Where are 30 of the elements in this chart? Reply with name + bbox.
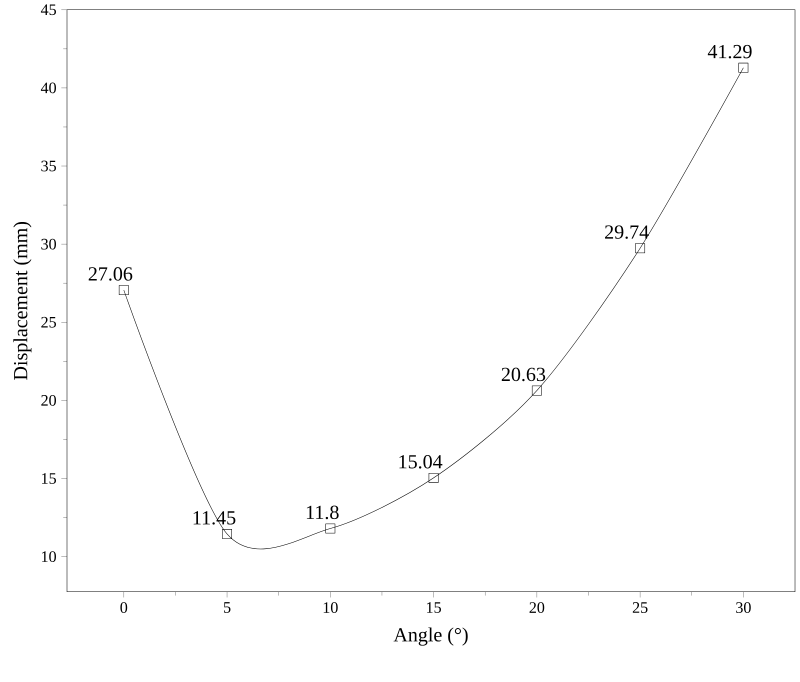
x-tick-label: 25 [632,602,648,614]
y-tick-label: 40 [40,82,56,94]
x-tick-label: 15 [426,602,441,613]
x-axis-title: Angle (°) [394,628,468,646]
point [428,473,439,483]
point [325,524,336,534]
data-label: 20.63 [502,368,546,382]
x-tick-label: 0 [120,602,128,614]
y-axis-title: Displacement (mm) [13,222,32,380]
data-label: 11.8 [306,506,339,520]
data-label: 27.06 [88,267,132,281]
data-label: 15.04 [399,455,442,469]
point [635,243,646,254]
y-tick-label: 15 [42,473,56,484]
x-tick-label: 10 [324,602,338,614]
x-tick-label: 20 [530,602,544,614]
point [532,386,542,396]
point [118,285,129,296]
point [222,529,232,540]
y-tick-label: 30 [41,238,56,250]
x-tick-label: 5 [224,602,230,613]
y-tick-label: 35 [41,160,56,172]
y-tick-label: 45 [40,4,56,16]
y-tick-label: 25 [41,316,56,328]
data-label: 29.74 [605,225,649,240]
y-tick-label: 20 [41,395,56,406]
x-tick-label: 30 [736,602,751,614]
data-label: 41.29 [708,45,752,59]
point [738,62,748,73]
y-tick-label: 10 [42,551,56,562]
